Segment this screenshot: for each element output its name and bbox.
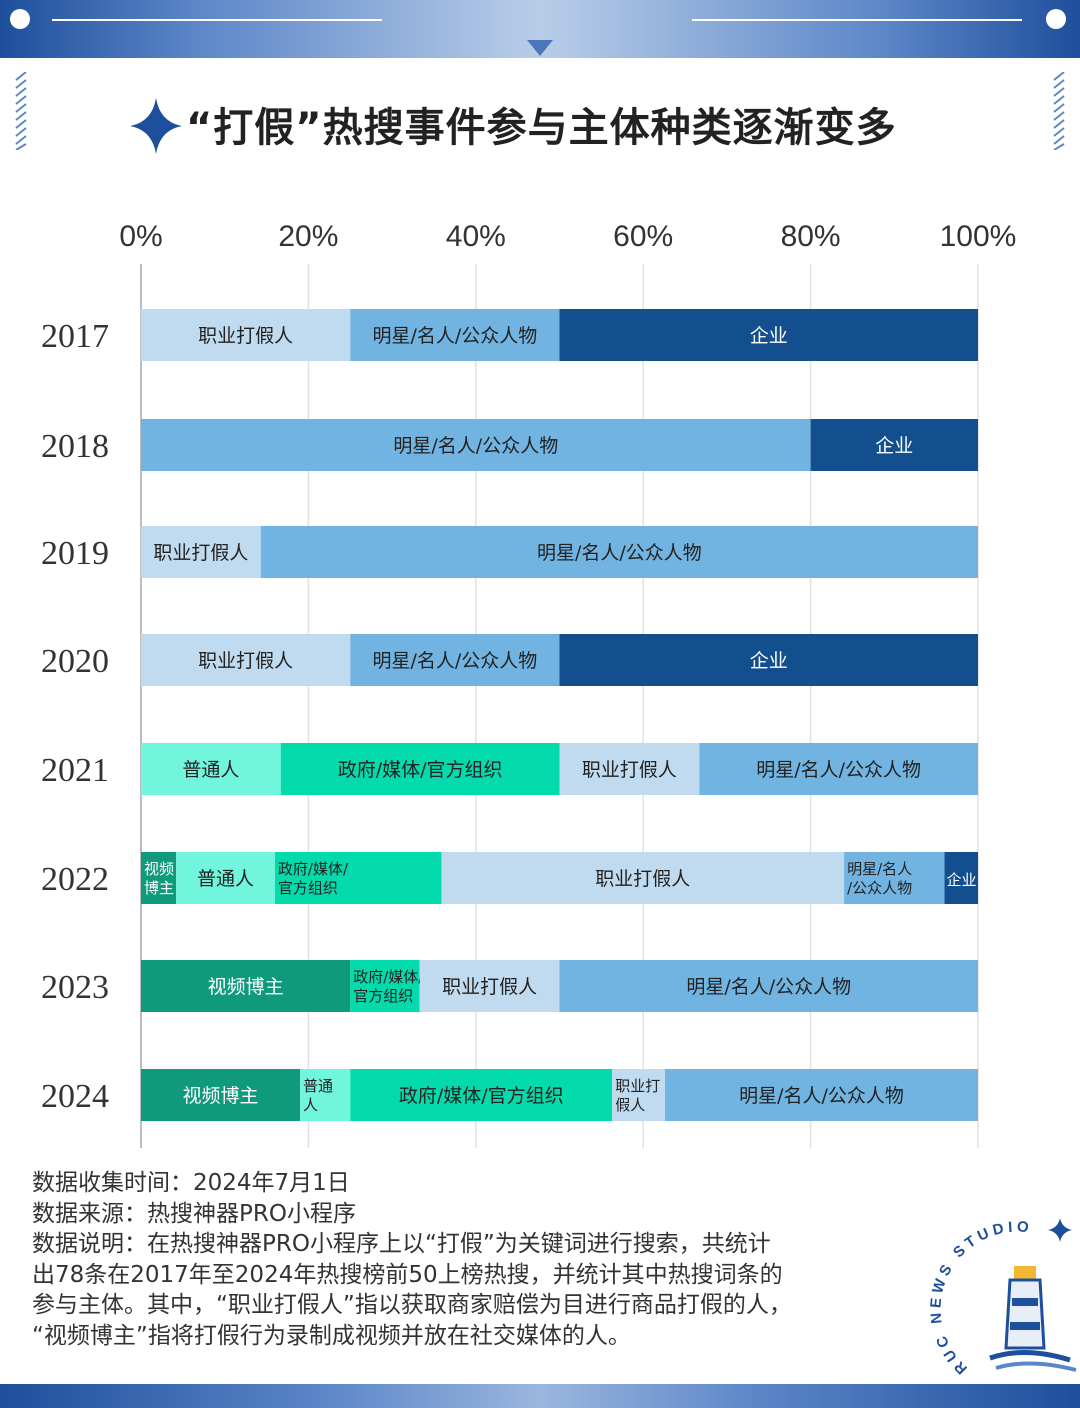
bar-segment xyxy=(141,852,177,904)
x-tick-label: 100% xyxy=(940,220,1017,253)
segment-label: 政府/媒体/官方组织 xyxy=(353,968,424,1005)
segment-label: 企业 xyxy=(947,871,977,889)
stripes-decoration-right xyxy=(1053,72,1065,150)
year-label: 2023 xyxy=(41,969,109,1006)
year-label: 2017 xyxy=(41,318,109,355)
segment-label: 企业 xyxy=(875,435,913,457)
bar-segment xyxy=(141,526,261,578)
bar-segment xyxy=(141,419,811,471)
segment-label: 政府/媒体/官方组织 xyxy=(399,1085,564,1107)
bar-segment xyxy=(176,852,275,904)
logo-sparkle-icon xyxy=(1048,1218,1072,1242)
segment-label: 职业打假人 xyxy=(582,759,677,781)
year-labels: 2017 2018 2019 2020 2021 2022 2023 2024 xyxy=(41,318,109,1115)
segment-label: 明星/名人/公众人物 xyxy=(372,650,537,672)
bar-segment xyxy=(559,309,978,361)
chart-title: “打假”热搜事件参与主体种类逐渐变多 xyxy=(186,105,897,151)
bar-segment xyxy=(141,634,351,686)
star-icon xyxy=(130,98,182,154)
bar-segment xyxy=(810,419,978,471)
bar-segment xyxy=(350,634,560,686)
x-tick-label: 80% xyxy=(781,220,841,253)
bar-segment xyxy=(944,852,978,904)
banner-dot-left xyxy=(10,9,30,29)
segment-label: 普通人 xyxy=(182,759,239,781)
segment-label: 明星/名人/公众人物 xyxy=(739,1085,904,1107)
segment-label: 政府/媒体/官方组织 xyxy=(338,759,503,781)
bar-segment xyxy=(441,852,845,904)
ruc-news-studio-logo: RUC NEWS STUDIO xyxy=(930,1218,1077,1377)
banner-notch xyxy=(527,40,553,56)
x-tick-label: 40% xyxy=(446,220,506,253)
segment-label: 普通人 xyxy=(197,868,254,890)
segment-label: 职业打假人 xyxy=(615,1077,660,1114)
year-label: 2021 xyxy=(41,752,109,789)
bar-segment xyxy=(300,1069,351,1121)
note-description-line1: 数据说明：在热搜神器PRO小程序上以“打假”为关键词进行搜索，共统计 xyxy=(32,1231,771,1257)
note-description-line3: 参与主体。其中，“职业打假人”指以获取商家赔偿为目进行商品打假的人， xyxy=(32,1292,792,1318)
segment-label: 明星/名人/公众人物 xyxy=(847,860,912,897)
year-label: 2018 xyxy=(41,428,109,465)
year-label: 2020 xyxy=(41,643,109,680)
bar-segment xyxy=(419,960,560,1012)
bar-segment xyxy=(141,309,351,361)
data-notes: 数据收集时间：2024年7月1日 数据来源：热搜神器PRO小程序 数据说明：在热… xyxy=(32,1168,912,1351)
bar-segment xyxy=(612,1069,665,1121)
bar-segment xyxy=(844,852,945,904)
lighthouse-icon xyxy=(989,1266,1077,1372)
bar-segment xyxy=(280,743,560,795)
bar-segment xyxy=(274,852,442,904)
segment-label: 企业 xyxy=(750,650,788,672)
note-description-line2: 出78条在2017年至2024年热搜榜前50上榜热搜，并统计其中热搜词条的 xyxy=(32,1261,783,1288)
segment-label: 职业打假人 xyxy=(595,868,690,890)
segment-label: 明星/名人/公众人物 xyxy=(372,325,537,347)
segment-label: 职业打假人 xyxy=(198,650,293,672)
x-tick-label: 0% xyxy=(119,220,162,253)
segment-label: 明星/名人/公众人物 xyxy=(756,759,921,781)
grid-layer xyxy=(140,264,979,1148)
bar-segment xyxy=(350,1069,613,1121)
note-description-line4: “视频博主”指将打假行为录制成视频并放在社交媒体的人。 xyxy=(32,1322,631,1349)
segment-label: 普通人 xyxy=(303,1077,333,1114)
segment-label: 政府/媒体/官方组织 xyxy=(278,860,349,897)
segment-label: 视频博主 xyxy=(144,860,174,897)
bar-segment xyxy=(699,743,978,795)
bottom-banner xyxy=(0,1384,1080,1408)
segment-label: 企业 xyxy=(750,325,788,347)
bar-segment xyxy=(559,743,700,795)
note-collection-time: 数据收集时间：2024年7月1日 xyxy=(32,1170,350,1196)
bar-segment xyxy=(141,960,351,1012)
x-tick-label: 60% xyxy=(613,220,673,253)
banner-line-right xyxy=(692,19,1022,21)
year-label: 2019 xyxy=(41,535,109,572)
top-banner xyxy=(0,0,1080,58)
bar-segment xyxy=(559,634,978,686)
x-tick-labels: 0% 20% 40% 60% 80% 100% xyxy=(119,220,1016,253)
banner-line-left xyxy=(52,19,382,21)
bar-segment xyxy=(664,1069,978,1121)
stripes-decoration-left xyxy=(15,72,27,150)
bar-segment xyxy=(141,1069,301,1121)
x-tick-label: 20% xyxy=(278,220,338,253)
segment-label: 明星/名人/公众人物 xyxy=(537,542,702,564)
stacked-bar-chart: 0% 20% 40% 60% 80% 100% 职业打假人 明星/名人/公众人物 企业明星/名… xyxy=(41,220,1016,1148)
year-label: 2024 xyxy=(41,1078,109,1115)
segment-label: 明星/名人/公众人物 xyxy=(686,976,851,998)
segment-label: 职业打假人 xyxy=(198,325,293,347)
bar-segment xyxy=(350,309,560,361)
bar-segment xyxy=(350,960,420,1012)
segment-label: 职业打假人 xyxy=(153,542,248,564)
bar-segment xyxy=(141,743,281,795)
bar-segment xyxy=(559,960,978,1012)
segment-label: 视频博主 xyxy=(208,976,284,998)
banner-dot-right xyxy=(1046,9,1066,29)
note-source: 数据来源：热搜神器PRO小程序 xyxy=(32,1200,356,1227)
segment-label: 视频博主 xyxy=(183,1085,259,1107)
segment-label: 职业打假人 xyxy=(442,976,537,998)
year-label: 2022 xyxy=(41,861,109,898)
bar-segment xyxy=(260,526,978,578)
segment-label: 明星/名人/公众人物 xyxy=(393,435,558,457)
